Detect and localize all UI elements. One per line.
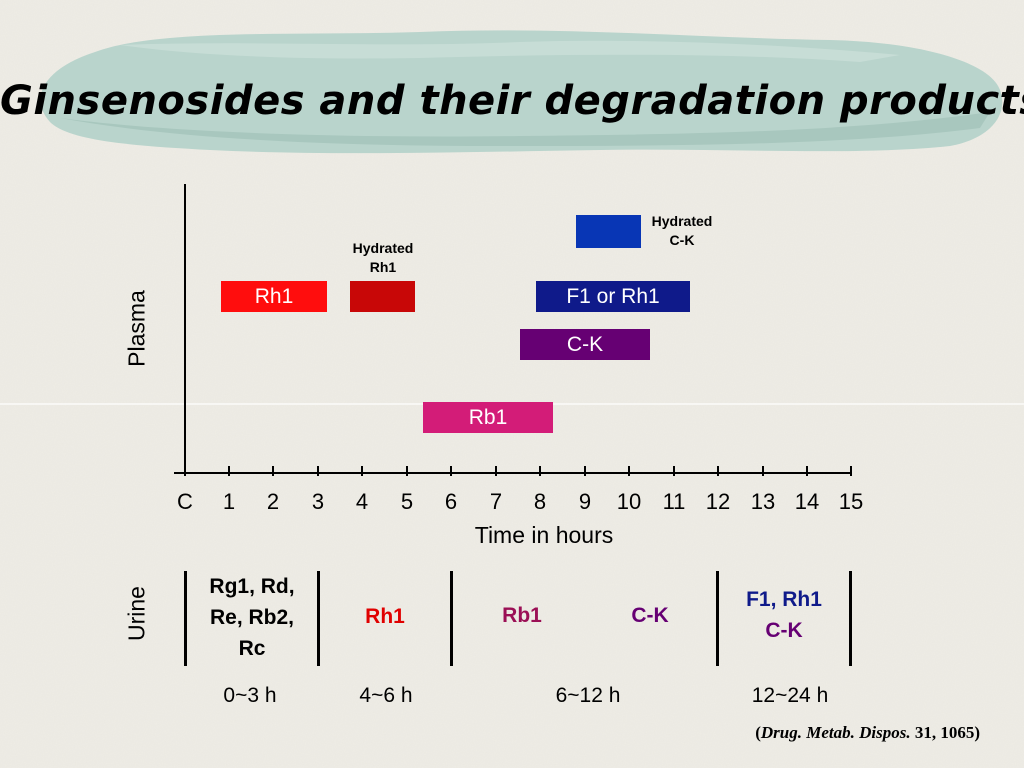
annotation-line: C-K — [669, 232, 695, 248]
time-range-label: 4~6 h — [359, 684, 413, 707]
plasma-axis-label: Plasma — [123, 290, 150, 367]
x-tick-label: 1 — [222, 489, 236, 514]
x-tick-6 — [450, 466, 452, 476]
urine-compound-line: Re, Rb2, — [209, 606, 295, 629]
x-tick-label: 7 — [489, 489, 503, 514]
x-tick-label: 13 — [750, 489, 776, 514]
x-tick-12 — [717, 466, 719, 476]
x-axis-line — [174, 472, 852, 474]
annotation-line: Rh1 — [369, 259, 397, 275]
urine-axis-label: Urine — [123, 586, 150, 641]
x-tick-8 — [539, 466, 541, 476]
x-tick-15 — [850, 466, 852, 476]
citation: (Drug. Metab. Dispos. 31, 1065) — [680, 723, 980, 743]
title-brush-stroke — [40, 30, 1003, 154]
urine-period-0-3h: Rg1, Rd, Re, Rb2, Rc — [187, 571, 317, 664]
x-tick-label: 2 — [266, 489, 280, 514]
y-axis-line — [184, 184, 186, 474]
urine-divider — [450, 571, 453, 666]
x-tick-0 — [184, 466, 186, 476]
x-tick-label: 14 — [794, 489, 820, 514]
urine-compound-line: Rc — [238, 637, 266, 660]
x-tick-label: 4 — [355, 489, 369, 514]
bar-hydrated-rh1 — [350, 281, 415, 312]
citation-open: ( — [755, 723, 761, 742]
x-tick-11 — [673, 466, 675, 476]
x-tick-9 — [584, 466, 586, 476]
urine-divider — [317, 571, 320, 666]
urine-period-6-12h-ck: C-K — [631, 604, 669, 627]
urine-divider — [849, 571, 852, 666]
annotation-line: Hydrated — [651, 213, 713, 229]
annotation-hydrated-rh1: Hydrated Rh1 — [338, 239, 428, 277]
page-title: Ginsenosides and their degradation produ… — [0, 78, 1024, 124]
x-tick-label: 11 — [662, 489, 686, 514]
x-tick-label: 3 — [311, 489, 325, 514]
x-tick-5 — [406, 466, 408, 476]
x-tick-label: 9 — [578, 489, 592, 514]
x-tick-label: 5 — [400, 489, 414, 514]
bar-f1-or-rh1: F1 or Rh1 — [536, 281, 690, 312]
urine-compound-line: Rg1, Rd, — [209, 575, 295, 598]
citation-ref: 31, 1065 — [910, 723, 975, 742]
x-tick-3 — [317, 466, 319, 476]
x-tick-14 — [806, 466, 808, 476]
x-tick-10 — [628, 466, 630, 476]
bar-hydrated-ck — [576, 215, 641, 248]
urine-period-4-6h: Rh1 — [365, 605, 405, 628]
urine-compound-line: C-K — [765, 619, 803, 642]
x-tick-4 — [361, 466, 363, 476]
annotation-hydrated-ck: Hydrated C-K — [637, 212, 727, 250]
urine-period-6-12h-rb1: Rb1 — [502, 604, 542, 627]
time-range-label: 12~24 h — [751, 684, 829, 707]
x-tick-label: 10 — [616, 489, 642, 514]
urine-divider — [184, 571, 187, 666]
annotation-line: Hydrated — [352, 240, 414, 256]
urine-divider — [716, 571, 719, 666]
bar-rh1: Rh1 — [221, 281, 327, 312]
time-range-label: 6~12 h — [555, 684, 621, 707]
x-tick-label: 6 — [444, 489, 458, 514]
x-tick-label: C — [177, 489, 193, 514]
x-tick-13 — [762, 466, 764, 476]
time-range-label: 0~3 h — [223, 684, 277, 707]
x-axis-label: Time in hours — [474, 522, 614, 548]
x-tick-label: 12 — [705, 489, 731, 514]
bar-ck: C-K — [520, 329, 650, 360]
x-tick-label: 15 — [838, 489, 864, 514]
x-tick-label: 8 — [533, 489, 547, 514]
urine-compound-line: F1, Rh1 — [746, 588, 822, 611]
urine-period-12-24h: F1, Rh1 C-K — [719, 584, 849, 646]
citation-close: ) — [974, 723, 980, 742]
x-tick-7 — [495, 466, 497, 476]
x-tick-1 — [228, 466, 230, 476]
bar-rb1: Rb1 — [423, 402, 553, 433]
x-tick-2 — [272, 466, 274, 476]
citation-journal: Drug. Metab. Dispos. — [760, 723, 911, 742]
